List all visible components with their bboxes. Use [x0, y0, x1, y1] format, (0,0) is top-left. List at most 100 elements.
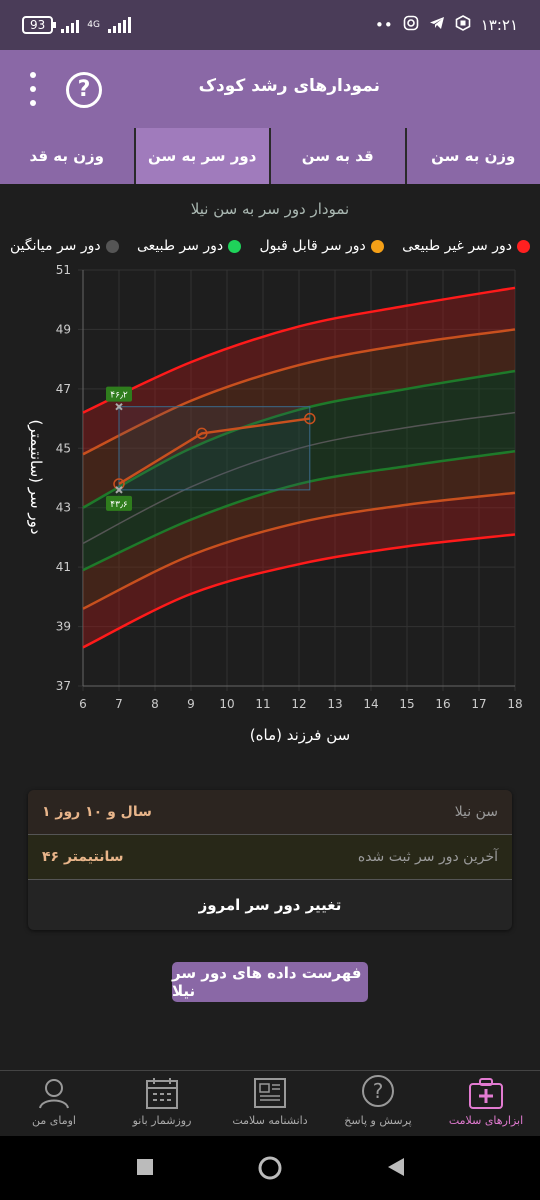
x-tick-label: 6 [79, 697, 87, 711]
chart-series-line [82, 286, 516, 414]
help-icon[interactable]: ? [66, 72, 102, 108]
chart-band [83, 371, 515, 544]
nav-health-tools[interactable]: ابزارهای سلامت [432, 1071, 540, 1135]
legend-label-average: دور سر میانگین [10, 238, 101, 254]
nav-questions[interactable]: ? پرسش و پاسخ [324, 1071, 432, 1135]
telegram-icon [429, 15, 445, 35]
nav-calendar[interactable]: روزشمار بانو [108, 1071, 216, 1135]
age-label: سن نیلا [454, 804, 498, 820]
chart-band [83, 329, 515, 508]
nav-profile[interactable]: اومای من [0, 1071, 108, 1135]
y-tick-label: 47 [56, 382, 71, 396]
x-tick-label: 11 [255, 697, 270, 711]
nav-encyclopedia-label: دانشنامه سلامت [232, 1114, 308, 1127]
signal-icon [61, 17, 80, 33]
recents-icon[interactable] [136, 1158, 154, 1176]
legend-dot-average [105, 239, 119, 253]
y-tick-label: 39 [56, 620, 71, 634]
x-tick-label: 18 [507, 697, 522, 711]
nav-health-tools-label: ابزارهای سلامت [448, 1114, 524, 1127]
chart-range-marker [115, 486, 123, 494]
status-dots: •• [375, 16, 393, 34]
user-avatar-icon [39, 1079, 69, 1109]
first-aid-kit-icon [469, 1078, 503, 1109]
x-tick-label: 8 [151, 697, 159, 711]
x-tick-label: 7 [115, 697, 123, 711]
y-tick-label: 49 [56, 322, 71, 336]
chart-y-axis-label: دور سر (سانتیمتر) [27, 419, 45, 535]
battery-indicator: 93 [22, 16, 57, 34]
data-list-button[interactable]: فهرست داده های دور سر نیلا [172, 962, 368, 1002]
legend-item-average[interactable]: دور سر میانگین [10, 238, 119, 254]
status-left: 93 4G [22, 16, 131, 34]
chart-series-line [82, 369, 516, 509]
question-bubble-icon: ? [362, 1075, 394, 1107]
y-tick-label: 37 [56, 679, 71, 693]
chart-child-point[interactable] [304, 412, 316, 425]
legend-item-abnormal[interactable]: دور سر غیر طبیعی [402, 238, 530, 254]
legend-dot-normal [228, 239, 242, 253]
instagram-icon [403, 15, 419, 35]
page-title: نمودارهای رشد کودک [198, 76, 380, 96]
status-right: •• ۱۳:۲۱ [375, 15, 518, 35]
chart-series-line [82, 533, 516, 649]
legend-dot-acceptable [370, 239, 384, 253]
chart-band [83, 492, 515, 648]
chart-child-line [118, 417, 310, 486]
change-today-button[interactable]: تغییر دور سر امروز [198, 896, 342, 914]
chart-series-line [82, 328, 516, 456]
home-icon[interactable] [257, 1155, 283, 1181]
legend-label-normal: دور سر طبیعی [136, 238, 224, 254]
y-tick-label: 45 [56, 441, 71, 455]
chart-x-axis-label: سن فرزند (ماه) [249, 726, 351, 744]
chart-legend: دور سر غیر طبیعی دور سر قابل قبول دور سر… [10, 238, 530, 254]
chart-range-label: ۴۶٫۲ [110, 391, 128, 401]
newspaper-icon [254, 1078, 286, 1108]
bottom-nav: ابزارهای سلامت ? پرسش و پاسخ دانشنامه سل… [0, 1070, 540, 1135]
x-tick-label: 9 [187, 697, 195, 711]
head-circumference-chart: 6 7 8 9 10 11 12 13 14 15 16 17 18 37 39 41 43 45 47 49 51 ۴۶… [56, 263, 523, 711]
legend-item-normal[interactable]: دور سر طبیعی [136, 238, 242, 254]
app-bar: ? نمودارهای رشد کودک [0, 50, 540, 128]
nav-calendar-label: روزشمار بانو [132, 1114, 192, 1127]
chart-series-line [82, 450, 516, 572]
tab-head-for-age[interactable]: دور سر به سن [133, 128, 269, 184]
legend-item-acceptable[interactable]: دور سر قابل قبول [259, 238, 384, 254]
chart-range-marker [115, 402, 123, 411]
x-tick-label: 12 [291, 697, 306, 711]
tab-height-for-age[interactable]: قد به سن [269, 128, 405, 184]
app-notification-icon [455, 15, 471, 35]
info-card: ۱ سال و ۱۰ روز سن نیلا ۴۶ سانتیمتر آخرین… [28, 790, 512, 930]
network-type: 4G [87, 20, 100, 30]
chart-band [83, 451, 515, 609]
chart-series-line [82, 411, 516, 545]
chart-range-label: ۴۳٫۶ [110, 500, 128, 510]
status-bar: 93 4G •• ۱۳:۲۱ [0, 0, 540, 50]
calendar-icon [146, 1078, 178, 1109]
nav-encyclopedia[interactable]: دانشنامه سلامت [216, 1071, 324, 1135]
svg-text:?: ? [373, 1079, 384, 1103]
x-tick-label: 17 [471, 697, 486, 711]
last-measure-label: آخرین دور سر ثبت شده [357, 849, 498, 865]
signal-icon-2 [107, 17, 131, 33]
last-measure-value: ۴۶ سانتیمتر [42, 849, 124, 865]
chart-child-point[interactable] [196, 427, 208, 440]
nav-profile-label: اومای من [32, 1114, 76, 1127]
back-icon[interactable] [386, 1156, 406, 1178]
tab-weight-for-height[interactable]: وزن به قد [29, 147, 104, 165]
legend-label-acceptable: دور سر قابل قبول [259, 238, 366, 254]
x-tick-label: 10 [219, 697, 234, 711]
tab-weight-for-age[interactable]: وزن به سن [404, 128, 540, 184]
overflow-menu-icon[interactable] [26, 72, 40, 106]
legend-dot-abnormal [517, 239, 530, 253]
chart-band [83, 287, 515, 455]
x-tick-label: 15 [399, 697, 414, 711]
chart-band [83, 412, 515, 571]
chart-series-line [82, 491, 516, 610]
x-tick-label: 13 [327, 697, 342, 711]
y-tick-label: 43 [56, 501, 71, 515]
x-tick-label: 14 [363, 697, 378, 711]
last-measure-row: ۴۶ سانتیمتر آخرین دور سر ثبت شده [28, 835, 512, 880]
x-tick-label: 16 [435, 697, 450, 711]
chart-range-label-bg [106, 495, 132, 511]
